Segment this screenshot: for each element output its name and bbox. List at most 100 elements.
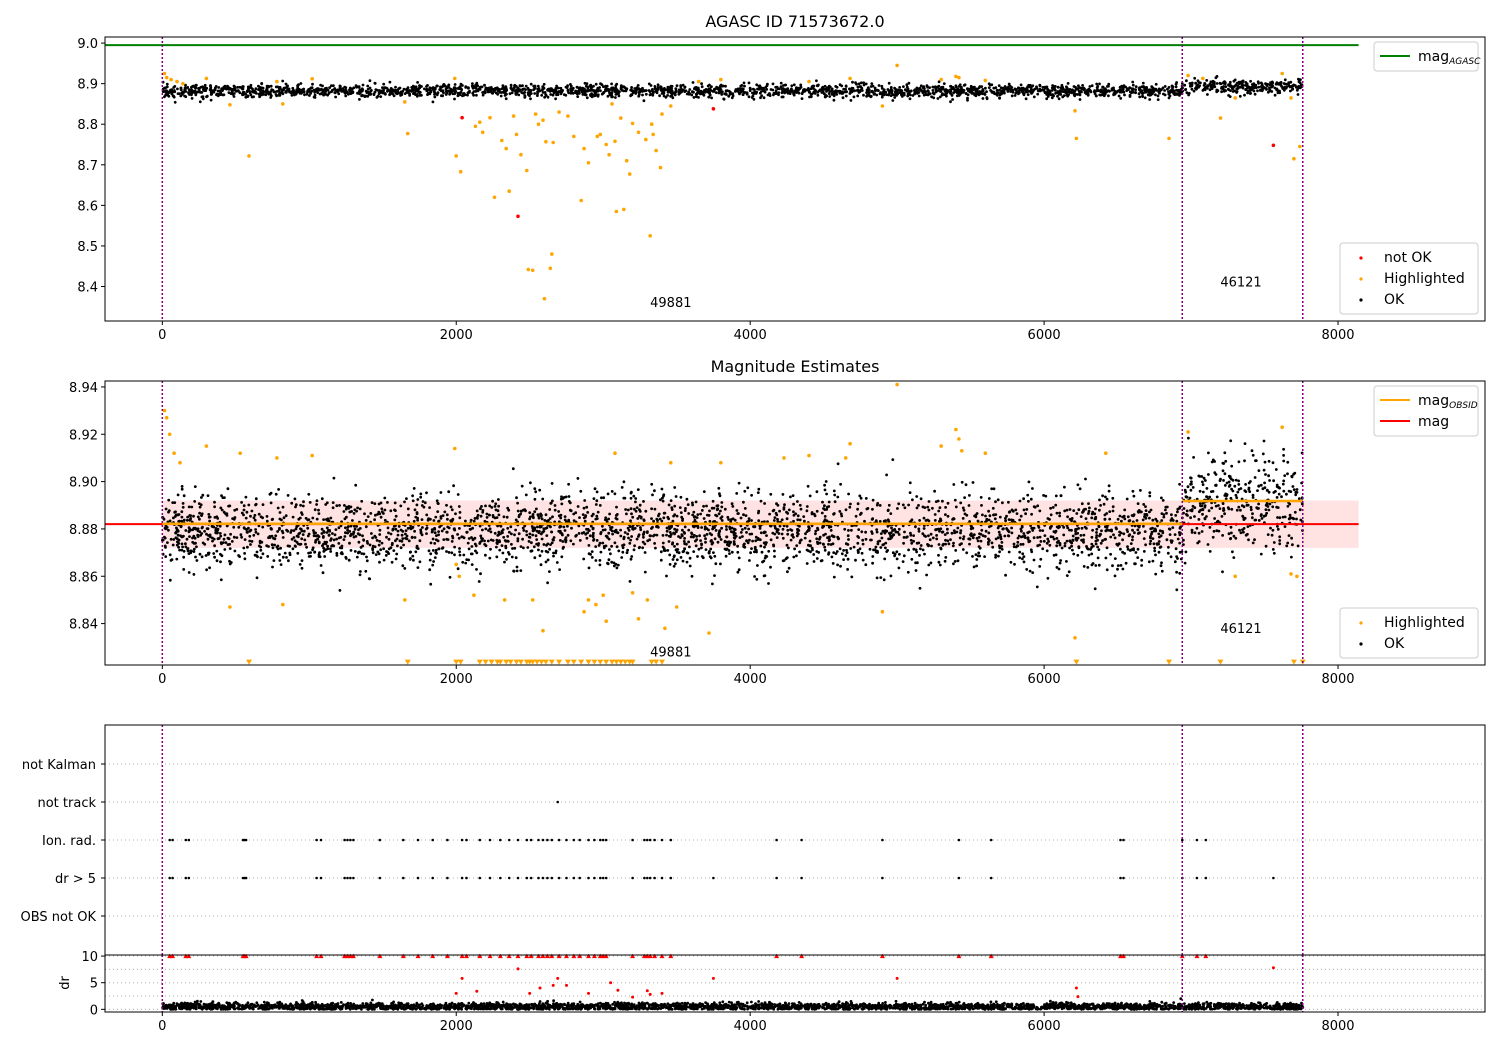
panel1-ok-point bbox=[644, 89, 648, 92]
panel1-ok-point bbox=[714, 91, 718, 94]
panel1-ok-point bbox=[782, 84, 785, 87]
panel2-ok-point bbox=[552, 536, 556, 539]
panel2-ok-point bbox=[1086, 566, 1090, 569]
panel2-ok-point bbox=[629, 496, 633, 500]
panel1-highlighted-point bbox=[595, 134, 600, 139]
panel1-ok-point bbox=[553, 90, 557, 94]
panel1-highlighted-point bbox=[533, 112, 538, 116]
panel2-ok-point bbox=[885, 473, 888, 477]
panel2-ok-point bbox=[180, 542, 184, 546]
panel2-ok-point bbox=[399, 546, 403, 550]
panel1-highlighted-point bbox=[453, 76, 457, 81]
panel1-ok-point bbox=[698, 92, 702, 96]
panel2-ok-point bbox=[1189, 516, 1192, 520]
panel1-ok-point bbox=[966, 98, 969, 102]
panel1-ok-point bbox=[1150, 85, 1154, 88]
panel1-ok-point bbox=[246, 94, 250, 98]
panel2-ok-point bbox=[746, 486, 750, 490]
panel1-highlighted-point bbox=[164, 75, 169, 80]
panel1-ok-point bbox=[478, 86, 482, 89]
panel1-ok-point bbox=[1134, 88, 1137, 92]
panel1-ok-point bbox=[1128, 90, 1132, 94]
panel2-ok-point bbox=[182, 518, 186, 522]
panel2-ok-point bbox=[736, 570, 740, 574]
panel2-ok-point bbox=[994, 500, 997, 504]
panel2-ok-point bbox=[943, 533, 947, 536]
panel1-ok-point bbox=[964, 92, 968, 95]
panel2-ok-point bbox=[548, 517, 552, 520]
panel2-ok-point bbox=[563, 515, 567, 518]
panel1-ok-point bbox=[1213, 85, 1217, 89]
panel1-ok-point bbox=[1088, 85, 1092, 88]
panel1-ok-point bbox=[796, 90, 799, 94]
panel2-ok-point bbox=[525, 533, 529, 537]
panel2-ok-point bbox=[462, 553, 466, 557]
panel2-ok-point bbox=[1160, 519, 1164, 522]
panel1-ok-point bbox=[845, 90, 848, 94]
panel2-ok-point bbox=[365, 555, 368, 559]
panel2-ok-point bbox=[614, 528, 618, 532]
panel1-ok-point bbox=[456, 87, 460, 90]
panel2-ok-point bbox=[1193, 515, 1196, 518]
panel2-ok-point bbox=[884, 541, 888, 545]
panel2-ok-point bbox=[937, 527, 940, 531]
panel2-ok-point bbox=[858, 547, 862, 551]
panel2-ok-point bbox=[1265, 511, 1268, 515]
panel2-ok-point bbox=[286, 544, 290, 548]
panel2-ok-point bbox=[944, 556, 948, 559]
panel1-ok-point bbox=[242, 93, 245, 96]
panel1-ok-point bbox=[1068, 88, 1072, 91]
panel2-ok-point bbox=[834, 552, 838, 555]
panel2-ok-point bbox=[778, 509, 781, 513]
panel2-ok-point bbox=[420, 504, 424, 507]
panel1-ok-point bbox=[870, 82, 874, 85]
panel1-ok-point bbox=[163, 89, 167, 93]
panel1-ok-point bbox=[1242, 84, 1245, 87]
panel2-ok-point bbox=[1278, 516, 1282, 520]
panel2-ok-point bbox=[445, 550, 448, 553]
panel1-ok-point bbox=[1083, 87, 1086, 91]
panel2-ok-point bbox=[364, 569, 368, 573]
panel2-ok-point bbox=[311, 516, 315, 520]
panel2-ok-point bbox=[757, 511, 760, 515]
panel2-ok-point bbox=[778, 524, 782, 528]
panel1-ok-point bbox=[1228, 84, 1232, 88]
panel1-ok-point bbox=[1013, 94, 1017, 97]
panel2-ok-point bbox=[760, 550, 764, 554]
panel1-ok-point bbox=[1141, 81, 1145, 85]
panel1-ok-point bbox=[416, 81, 419, 84]
panel2-ok-point bbox=[300, 559, 304, 562]
panel2-ok-point bbox=[688, 564, 692, 568]
panel2-ok-point bbox=[875, 530, 879, 534]
panel2-ok-point bbox=[1081, 511, 1084, 514]
panel2-ok-point bbox=[652, 519, 655, 523]
panel1-ok-point bbox=[1163, 89, 1166, 92]
panel2-ok-point bbox=[205, 568, 209, 572]
panel1-ok-point bbox=[186, 86, 190, 89]
panel2-ok-point bbox=[535, 507, 538, 511]
panel1-ok-point bbox=[466, 93, 469, 97]
panel2-ok-point bbox=[222, 537, 226, 541]
panel1-ok-point bbox=[664, 95, 668, 99]
panel2-ok-point bbox=[181, 505, 185, 509]
panel1-ok-point bbox=[486, 87, 490, 90]
panel1-ok-point bbox=[565, 86, 569, 89]
panel2-ok-point bbox=[163, 535, 166, 539]
panel2-ok-point bbox=[708, 509, 711, 513]
panel1-ok-point bbox=[319, 83, 322, 87]
panel1-ok-point bbox=[214, 86, 217, 90]
panel1-ok-point bbox=[1028, 85, 1031, 89]
panel2-ok-point bbox=[785, 524, 789, 528]
panel1-ok-point bbox=[292, 88, 295, 92]
panel2-ok-point bbox=[961, 517, 965, 520]
panel1-ok-point bbox=[436, 91, 440, 95]
panel1-highlighted-point bbox=[544, 139, 548, 144]
panel1-ok-point bbox=[939, 89, 943, 93]
panel1-ok-point bbox=[459, 82, 463, 86]
panel1-ok-point bbox=[490, 91, 494, 95]
panel2-ok-point bbox=[606, 561, 609, 565]
panel2-ok-point bbox=[1148, 516, 1151, 520]
panel1-ok-point bbox=[893, 96, 897, 99]
panel2-ok-point bbox=[1087, 512, 1090, 515]
panel2-ok-point bbox=[915, 506, 919, 510]
